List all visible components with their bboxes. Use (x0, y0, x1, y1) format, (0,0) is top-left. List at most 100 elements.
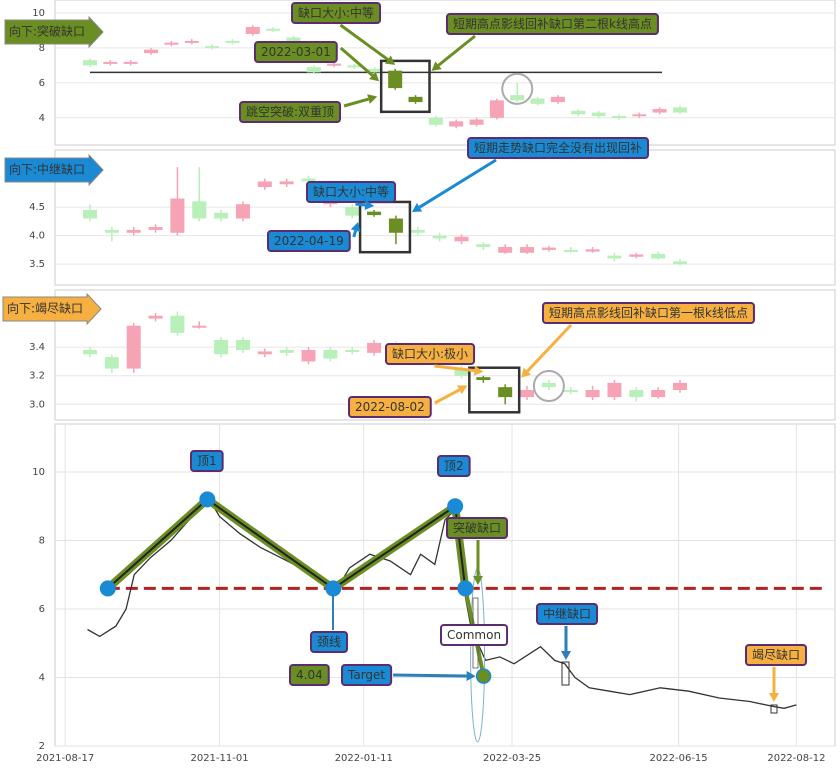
candle-body (148, 227, 163, 230)
candle-body (205, 46, 220, 49)
arrow (352, 230, 358, 238)
panel-label: 向下:竭尽缺口 (7, 301, 83, 316)
candle-body (498, 247, 513, 253)
x-tick-label: 2021-08-17 (36, 753, 94, 764)
candle-body (103, 61, 118, 64)
annotation-label: 4.04 (296, 668, 323, 682)
candle-body (410, 229, 425, 233)
candle-body (301, 350, 316, 362)
label-box (467, 137, 650, 159)
candle-body (673, 107, 687, 113)
candle-body (476, 377, 491, 380)
x-tick-label: 2022-03-25 (483, 753, 541, 764)
candle-body (83, 350, 97, 355)
candle-body (454, 236, 469, 242)
candle-body (345, 350, 360, 352)
annotation-label: 短期走势缺口完全没有出现回补 (474, 140, 642, 155)
label-box (348, 396, 432, 418)
candle-body (164, 42, 179, 45)
candle-body (388, 70, 403, 89)
ribbon (4, 15, 104, 49)
candle-body (541, 247, 556, 250)
candle-body (126, 325, 141, 369)
annotation-label: 竭尽缺口 (752, 647, 800, 662)
label-box (385, 343, 476, 365)
candle-body (266, 28, 281, 31)
y-tick-label: 3.5 (29, 259, 45, 270)
highlight-circle (532, 370, 565, 402)
pattern-point (457, 580, 474, 597)
label-box (289, 664, 330, 686)
candle-body (257, 351, 272, 355)
arrow (355, 202, 366, 207)
pattern-point (199, 491, 216, 508)
label-box (446, 517, 509, 539)
candle-body (126, 229, 141, 233)
candle-body (104, 229, 119, 233)
label-box (306, 181, 397, 203)
candle-body (541, 382, 556, 388)
gap-box (468, 366, 521, 414)
annotation-label: 缺口大小:中等 (313, 184, 389, 199)
candle-body (498, 387, 513, 398)
candle-body (347, 65, 362, 68)
candle-body (327, 63, 342, 66)
arrow-head (473, 365, 484, 376)
panel-frame (54, 423, 836, 747)
candle-body (585, 249, 600, 252)
annotation-label: 短期高点影线回补缺口第一根k线低点 (549, 305, 748, 320)
candle-body (301, 178, 316, 182)
candle-body (235, 340, 250, 350)
arrow-head (364, 200, 375, 210)
y-tick-label: 8 (39, 43, 45, 54)
arrow-head (521, 367, 532, 378)
annotation-label: 颈线 (317, 635, 341, 649)
arrow (339, 23, 389, 61)
candle-body (148, 315, 163, 319)
candle-body (469, 119, 484, 125)
candle-body (454, 368, 469, 376)
annotation-label: 缺口大小:极小 (392, 346, 468, 361)
x-tick-label: 2021-11-01 (190, 753, 248, 764)
y-tick-label: 4 (39, 672, 45, 683)
annotation-label: 顶2 (444, 459, 464, 473)
pattern-point (325, 580, 342, 597)
candle-body (214, 340, 229, 355)
candle-body (585, 390, 600, 398)
candle-body (104, 357, 119, 369)
annotation-label: 缺口大小:中等 (298, 5, 374, 20)
x-tick-label: 2022-08-12 (767, 753, 825, 764)
arrow (437, 34, 476, 67)
label-box (745, 644, 808, 666)
candle-body (367, 68, 382, 73)
label-box (267, 230, 351, 252)
y-tick-label: 6 (39, 604, 45, 615)
candle-body (520, 247, 535, 253)
label-box (440, 624, 509, 646)
annotation-label: 2022-04-19 (274, 234, 344, 248)
label-box (446, 13, 659, 35)
candle-body (170, 315, 185, 333)
candle-body (607, 255, 622, 259)
label-box (254, 41, 338, 63)
candle-body (245, 26, 260, 34)
annotation-label: 短期高点影线回补缺口第二根k线高点 (453, 16, 652, 31)
candle-body (257, 181, 272, 188)
arrow-head (411, 202, 423, 212)
label-box (341, 664, 393, 686)
y-tick-label: 4.5 (29, 202, 45, 213)
candle-body (367, 342, 382, 353)
candle-body (432, 235, 447, 239)
y-tick-label: 2 (39, 741, 45, 752)
candle-body (629, 390, 644, 398)
candle-body (225, 40, 240, 43)
annotation-label: Target (347, 668, 385, 682)
x-tick-label: 2022-01-11 (335, 753, 393, 764)
label-box (536, 603, 599, 625)
y-tick-label: 10 (32, 8, 45, 19)
arrow (434, 388, 461, 405)
highlight-circle (501, 72, 534, 105)
candle-body (144, 49, 159, 54)
candle-body (673, 261, 687, 265)
candle-body (279, 181, 294, 185)
